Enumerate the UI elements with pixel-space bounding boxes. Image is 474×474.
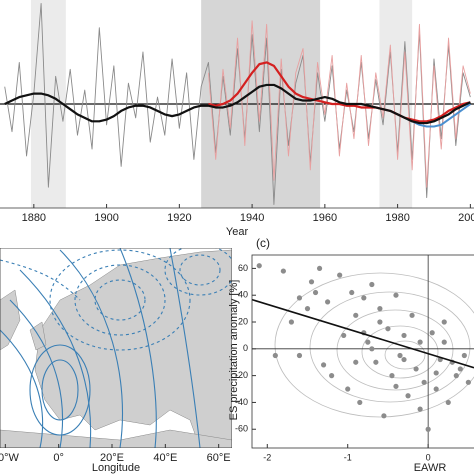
point	[296, 295, 303, 301]
point	[393, 383, 399, 389]
point	[433, 386, 439, 392]
point	[256, 263, 262, 269]
point	[385, 326, 391, 332]
x-tick-label: 40°E	[153, 452, 177, 464]
point	[320, 362, 327, 368]
point	[316, 265, 323, 272]
point	[453, 373, 459, 379]
map-axis: 20°W 0° 20°E 40°E 60°E	[0, 444, 231, 464]
point	[345, 386, 351, 392]
point	[421, 379, 427, 385]
point	[377, 306, 383, 312]
x-tick-label: 0°	[53, 452, 64, 464]
y-tick-label: 60	[238, 263, 248, 273]
time-series-panel: 1880 1900 1920 1940 1960 1980 2000	[0, 0, 474, 224]
map	[0, 248, 232, 448]
y-tick-label: -20	[235, 370, 248, 380]
x-tick-label: 2000	[458, 212, 474, 224]
point	[312, 289, 319, 296]
x-tick-label: 20°W	[0, 452, 19, 464]
point	[349, 289, 355, 296]
series-line	[4, 83, 471, 125]
point	[441, 319, 447, 325]
point	[397, 352, 403, 359]
point	[337, 272, 343, 278]
point	[381, 413, 387, 419]
x-tick-label: 1880	[22, 212, 46, 224]
x-tick-label: -1	[344, 452, 352, 462]
point	[373, 359, 379, 365]
point	[465, 379, 471, 385]
panel-label: (c)	[256, 236, 270, 250]
x-tick-label: 1980	[385, 212, 409, 224]
point	[353, 312, 359, 318]
point	[413, 366, 419, 372]
point	[361, 295, 367, 301]
x-tick-label: 1920	[167, 212, 191, 224]
density-contours	[274, 272, 474, 418]
point	[409, 312, 415, 318]
point	[296, 352, 303, 359]
point	[461, 352, 467, 359]
regression-line	[251, 298, 474, 369]
y-tick-label: 40	[238, 290, 248, 300]
point	[365, 339, 371, 345]
y-tick-label: 20	[238, 316, 248, 326]
point	[441, 339, 447, 345]
x-tick-label: 20°E	[100, 452, 124, 464]
plot-frame	[251, 254, 474, 449]
x-tick-label: 1960	[313, 212, 337, 224]
point	[389, 373, 395, 379]
point	[417, 339, 423, 345]
point	[425, 426, 431, 432]
x-axis-label: Longitude	[92, 462, 140, 474]
point	[369, 346, 375, 352]
point	[329, 373, 335, 379]
point	[401, 356, 407, 363]
y-tick-label: -60	[235, 424, 248, 434]
point	[369, 281, 375, 288]
point	[429, 330, 435, 336]
point	[445, 399, 451, 406]
point	[308, 279, 315, 285]
land	[0, 429, 232, 448]
x-tick-label: 0	[426, 452, 431, 462]
point	[401, 332, 407, 339]
x-tick-label: -2	[263, 452, 271, 462]
point	[341, 332, 347, 339]
y-tick-label: -40	[235, 397, 248, 407]
series-line	[207, 20, 471, 188]
point	[304, 306, 311, 312]
point	[325, 299, 331, 305]
x-tick-label: 1900	[94, 212, 118, 224]
y-tick-label: 0	[243, 343, 248, 353]
point	[353, 359, 359, 365]
point	[393, 292, 399, 298]
point	[417, 406, 423, 412]
point	[433, 370, 439, 376]
x-tick-label: 1940	[240, 212, 264, 224]
point	[357, 399, 363, 406]
point	[457, 366, 463, 372]
x-axis-label: Year	[226, 226, 249, 238]
point	[280, 268, 286, 274]
point	[405, 393, 411, 399]
point	[288, 319, 295, 325]
y-axis-label: ES precipitation anomaly [%]	[228, 280, 240, 421]
point	[272, 352, 278, 359]
series-line	[208, 61, 471, 123]
point	[377, 319, 383, 325]
x-tick-label: 60°E	[207, 452, 231, 464]
x-axis-label: EAWR	[414, 462, 447, 474]
contours	[0, 248, 232, 448]
